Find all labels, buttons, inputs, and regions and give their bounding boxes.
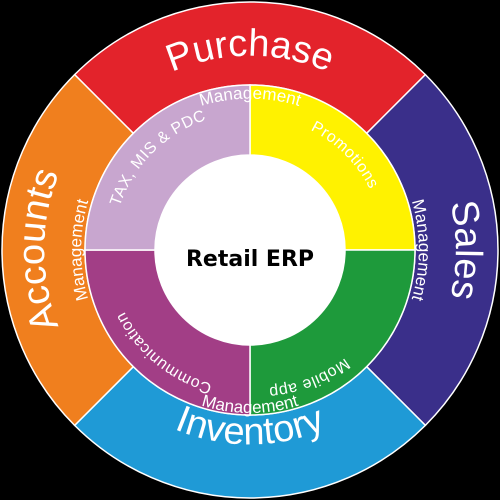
sales-title: Sales: [442, 197, 489, 303]
center-circle: [155, 155, 345, 345]
center-title: Retail ERP: [186, 247, 314, 272]
purchase-management-segment[interactable]: Purchase Management: [160, 23, 339, 110]
sales-management-segment[interactable]: Sales Management: [408, 197, 489, 303]
svg-text:Sales: Sales: [442, 197, 489, 303]
